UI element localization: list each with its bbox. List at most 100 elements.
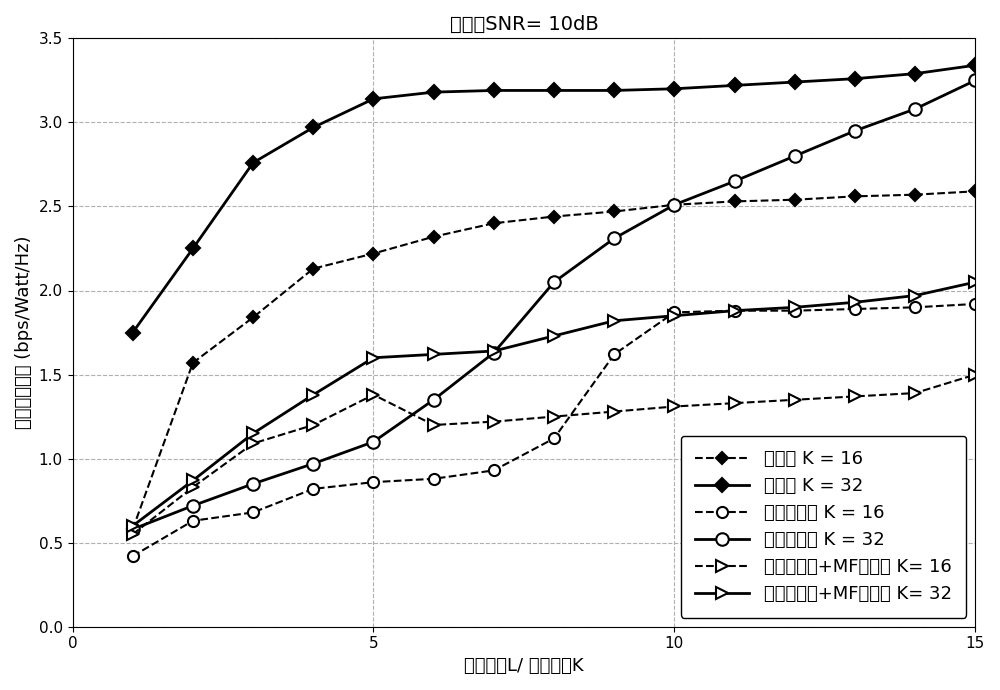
- 本发明 K = 32: [548, 86, 560, 95]
- 天线无重叠+MF预编码 K= 16: [729, 399, 741, 407]
- Line: 天线有重叠 K = 16: 天线有重叠 K = 16: [127, 298, 981, 562]
- Line: 本发明 K = 16: 本发明 K = 16: [129, 187, 980, 533]
- 本发明 K = 32: [608, 86, 620, 95]
- 天线无重叠+MF预编码 K= 32: [608, 317, 620, 325]
- Line: 天线无重叠+MF预编码 K= 32: 天线无重叠+MF预编码 K= 32: [126, 276, 982, 532]
- 天线无重叠+MF预编码 K= 32: [548, 332, 560, 340]
- 天线无重叠+MF预编码 K= 32: [969, 278, 981, 286]
- 天线无重叠+MF预编码 K= 32: [247, 429, 259, 437]
- 天线有重叠 K = 32: [127, 525, 139, 533]
- 本发明 K = 32: [849, 75, 861, 83]
- 本发明 K = 16: [307, 264, 319, 273]
- 天线有重叠 K = 32: [909, 105, 921, 113]
- 本发明 K = 32: [488, 86, 500, 95]
- Line: 天线有重叠 K = 32: 天线有重叠 K = 32: [126, 74, 982, 535]
- 天线有重叠 K = 16: [668, 308, 680, 317]
- 本发明 K = 16: [668, 201, 680, 209]
- Line: 天线无重叠+MF预编码 K= 16: 天线无重叠+MF预编码 K= 16: [127, 369, 981, 540]
- 天线有重叠 K = 16: [548, 434, 560, 442]
- 天线有重叠 K = 16: [969, 300, 981, 308]
- 本发明 K = 16: [729, 197, 741, 206]
- Title: 信噪比SNR= 10dB: 信噪比SNR= 10dB: [450, 15, 598, 34]
- 天线无重叠+MF预编码 K= 32: [909, 291, 921, 299]
- 本发明 K = 32: [729, 81, 741, 90]
- 天线有重叠 K = 16: [789, 306, 801, 315]
- 本发明 K = 16: [548, 213, 560, 221]
- 本发明 K = 32: [789, 78, 801, 86]
- 天线有重叠 K = 32: [488, 348, 500, 357]
- 天线有重叠 K = 32: [307, 460, 319, 468]
- 天线无重叠+MF预编码 K= 16: [849, 393, 861, 401]
- 天线无重叠+MF预编码 K= 16: [909, 389, 921, 397]
- 天线有重叠 K = 16: [849, 305, 861, 313]
- 天线无重叠+MF预编码 K= 16: [127, 530, 139, 538]
- 天线有重叠 K = 32: [548, 278, 560, 286]
- 本发明 K = 16: [608, 208, 620, 216]
- 天线有重叠 K = 32: [367, 437, 379, 446]
- 本发明 K = 16: [849, 193, 861, 201]
- 天线有重叠 K = 16: [488, 466, 500, 475]
- 天线无重叠+MF预编码 K= 16: [488, 417, 500, 426]
- 天线有重叠 K = 16: [428, 475, 440, 483]
- 本发明 K = 16: [247, 313, 259, 322]
- 天线有重叠 K = 16: [729, 306, 741, 315]
- 本发明 K = 32: [367, 95, 379, 103]
- 本发明 K = 32: [187, 244, 199, 253]
- Line: 本发明 K = 32: 本发明 K = 32: [128, 60, 980, 337]
- Legend: 本发明 K = 16, 本发明 K = 32, 天线有重叠 K = 16, 天线有重叠 K = 32, 天线无重叠+MF预编码 K= 16, 天线无重叠+MF预: 本发明 K = 16, 本发明 K = 32, 天线有重叠 K = 16, 天线…: [681, 435, 966, 618]
- 本发明 K = 32: [668, 85, 680, 93]
- 天线无重叠+MF预编码 K= 32: [307, 391, 319, 399]
- 天线无重叠+MF预编码 K= 16: [187, 483, 199, 491]
- 天线有重叠 K = 32: [428, 395, 440, 404]
- 天线无重叠+MF预编码 K= 16: [307, 421, 319, 429]
- 本发明 K = 16: [367, 249, 379, 257]
- Y-axis label: 系统能量效率 (bps/Watt/Hz): 系统能量效率 (bps/Watt/Hz): [15, 236, 33, 429]
- 天线有重叠 K = 16: [608, 351, 620, 359]
- 天线无重叠+MF预编码 K= 32: [668, 312, 680, 320]
- 天线有重叠 K = 32: [729, 177, 741, 186]
- 本发明 K = 16: [127, 525, 139, 533]
- 天线无重叠+MF预编码 K= 32: [488, 347, 500, 355]
- 天线无重叠+MF预编码 K= 16: [789, 395, 801, 404]
- 天线有重叠 K = 32: [608, 234, 620, 242]
- 天线有重叠 K = 16: [127, 552, 139, 560]
- 天线无重叠+MF预编码 K= 32: [367, 353, 379, 362]
- 天线无重叠+MF预编码 K= 16: [367, 391, 379, 399]
- 天线无重叠+MF预编码 K= 16: [247, 440, 259, 448]
- 天线有重叠 K = 32: [247, 480, 259, 488]
- 天线无重叠+MF预编码 K= 32: [127, 522, 139, 530]
- 天线无重叠+MF预编码 K= 16: [969, 371, 981, 379]
- 天线有重叠 K = 16: [187, 517, 199, 525]
- 本发明 K = 32: [247, 159, 259, 167]
- X-axis label: 天线数盪L/ 用户数盪K: 天线数盪L/ 用户数盪K: [464, 657, 584, 675]
- 天线无重叠+MF预编码 K= 16: [608, 407, 620, 415]
- 本发明 K = 16: [187, 359, 199, 367]
- 本发明 K = 32: [909, 70, 921, 78]
- 本发明 K = 16: [488, 219, 500, 228]
- 天线无重叠+MF预编码 K= 32: [187, 476, 199, 484]
- 本发明 K = 32: [969, 61, 981, 70]
- 天线无重叠+MF预编码 K= 32: [849, 298, 861, 306]
- 天线无重叠+MF预编码 K= 32: [428, 351, 440, 359]
- 天线有重叠 K = 32: [969, 76, 981, 84]
- 天线无重叠+MF预编码 K= 32: [729, 306, 741, 315]
- 天线无重叠+MF预编码 K= 16: [668, 402, 680, 411]
- 本发明 K = 16: [969, 187, 981, 195]
- 天线有重叠 K = 16: [909, 303, 921, 311]
- 天线有重叠 K = 16: [307, 485, 319, 493]
- 本发明 K = 16: [909, 190, 921, 199]
- 本发明 K = 16: [789, 195, 801, 204]
- 天线无重叠+MF预编码 K= 16: [428, 421, 440, 429]
- 天线有重叠 K = 32: [849, 127, 861, 135]
- 天线有重叠 K = 16: [367, 478, 379, 486]
- 天线有重叠 K = 32: [668, 201, 680, 209]
- 本发明 K = 32: [428, 88, 440, 97]
- 天线有重叠 K = 32: [789, 152, 801, 160]
- 本发明 K = 32: [307, 124, 319, 132]
- 天线无重叠+MF预编码 K= 16: [548, 413, 560, 421]
- 天线无重叠+MF预编码 K= 32: [789, 303, 801, 311]
- 本发明 K = 32: [127, 328, 139, 337]
- 天线有重叠 K = 32: [187, 502, 199, 510]
- 天线有重叠 K = 16: [247, 509, 259, 517]
- 本发明 K = 16: [428, 233, 440, 241]
